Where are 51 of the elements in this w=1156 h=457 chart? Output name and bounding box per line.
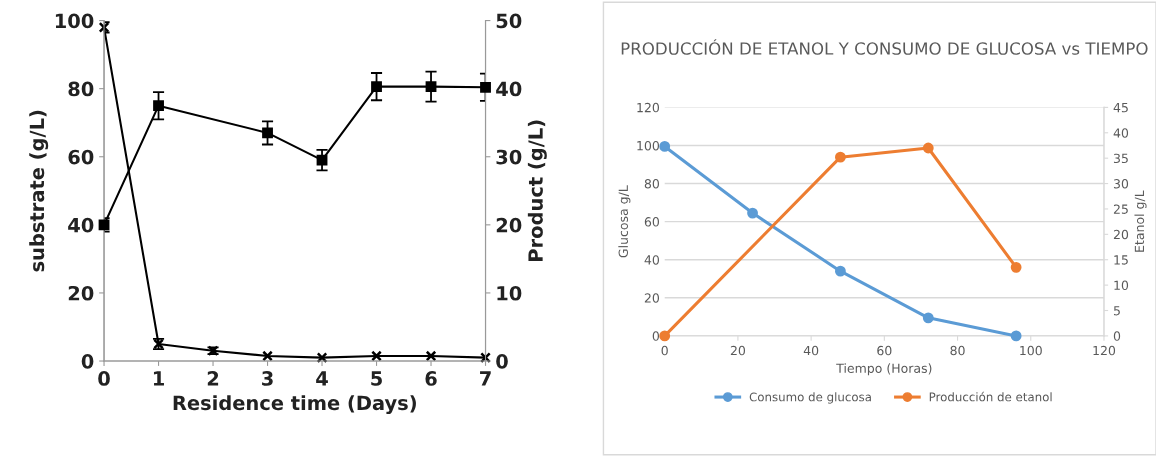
y2-tick-label: 50 bbox=[496, 13, 522, 29]
y-axis-title: Glucosa g/L bbox=[618, 185, 631, 258]
y2-tick-label: 35 bbox=[1113, 153, 1128, 164]
x-tick-label: 120 bbox=[1093, 345, 1116, 356]
x-tick-label: 40 bbox=[803, 345, 819, 356]
y2-axis-title: Etanol g/L bbox=[1134, 190, 1147, 252]
legend-label: Producción de etanol bbox=[929, 391, 1052, 402]
y-tick-label: 100 bbox=[637, 140, 660, 151]
x-tick-label: 100 bbox=[1020, 345, 1042, 356]
x-tick-label: 20 bbox=[730, 345, 746, 356]
y2-tick-label: 20 bbox=[1113, 229, 1129, 240]
y2-tick-label: 20 bbox=[496, 217, 522, 233]
x-axis-title: Residence time (Days) bbox=[173, 395, 416, 415]
y-tick-label: 20 bbox=[68, 285, 94, 301]
x-tick-label: 4 bbox=[316, 371, 328, 386]
x-tick-label: 1 bbox=[153, 371, 164, 386]
y-tick-label: 100 bbox=[55, 13, 94, 29]
y2-tick-label: 30 bbox=[496, 149, 522, 165]
y2-tick-label: 10 bbox=[1114, 280, 1129, 291]
x-tick-label: 6 bbox=[425, 371, 437, 386]
y-tick-label: 20 bbox=[644, 293, 660, 303]
y-tick-label: 0 bbox=[652, 331, 660, 341]
legend-label: Consumo de glucosa bbox=[749, 392, 871, 404]
y-tick-label: 40 bbox=[644, 255, 660, 265]
y-tick-label: 80 bbox=[644, 179, 660, 189]
x-tick-label: 7 bbox=[480, 371, 491, 386]
y2-tick-label: 15 bbox=[1114, 255, 1128, 265]
y2-tick-label: 25 bbox=[1113, 204, 1128, 214]
y2-tick-label: 30 bbox=[1113, 179, 1129, 189]
x-tick-label: 0 bbox=[98, 371, 110, 386]
y2-tick-label: 40 bbox=[496, 81, 522, 97]
x-tick-label: 2 bbox=[207, 371, 219, 386]
x-tick-label: 80 bbox=[950, 345, 965, 356]
x-axis-title: Tiempo (Horas) bbox=[836, 363, 932, 376]
y2-tick-label: 0 bbox=[1113, 331, 1121, 341]
y-tick-label: 120 bbox=[637, 102, 660, 113]
x-tick-label: 3 bbox=[262, 371, 273, 386]
chart-title: PRODUCCIÓN DE ETANOL Y CONSUMO DE GLUCOSA vs TIEMPO bbox=[621, 39, 1148, 55]
x-tick-label: 0 bbox=[661, 345, 668, 356]
y-axis-title: substrate (g/L) bbox=[29, 110, 49, 272]
y2-axis-title: Product (g/L) bbox=[527, 120, 547, 261]
x-tick-label: 60 bbox=[877, 345, 892, 356]
x-tick-label: 5 bbox=[371, 371, 382, 386]
y2-tick-label: 5 bbox=[1113, 306, 1120, 316]
y-tick-label: 40 bbox=[68, 217, 94, 233]
y-tick-label: 80 bbox=[68, 81, 94, 97]
y2-tick-label: 10 bbox=[497, 285, 522, 301]
y2-tick-label: 40 bbox=[1113, 128, 1129, 138]
y-tick-label: 60 bbox=[644, 217, 660, 227]
y-tick-label: 60 bbox=[68, 149, 94, 165]
y2-tick-label: 45 bbox=[1113, 103, 1128, 113]
